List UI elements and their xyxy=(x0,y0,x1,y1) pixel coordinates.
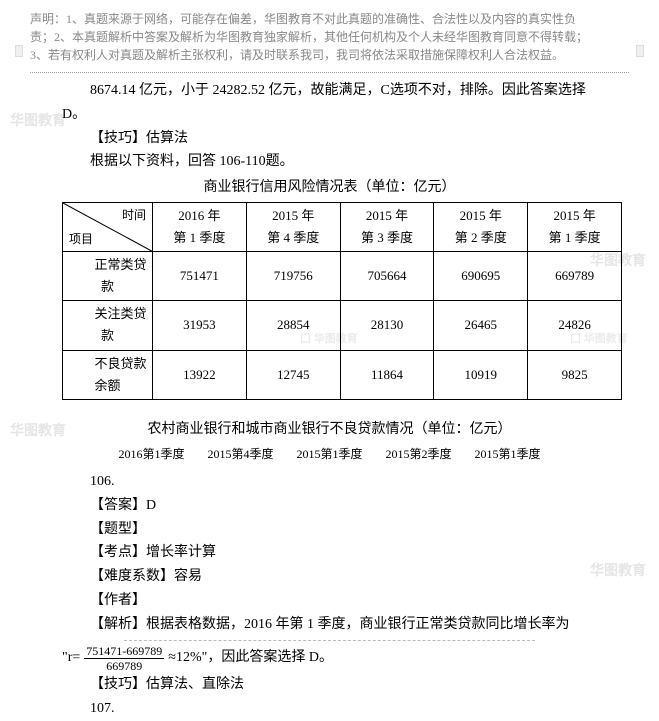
cell: 28854 xyxy=(246,301,340,350)
question-number: 107. xyxy=(62,697,597,721)
cell: 10919 xyxy=(434,350,528,399)
disclaimer-line: 声明：1、真题来源于网络，可能存在偏差，华图教育不对此真题的准确性、合法性以及内… xyxy=(30,10,629,28)
skill-line: 【技巧】估算法、直除法 xyxy=(62,673,597,697)
table-row: 关注类贷款 31953 28854 28130 26465 24826 xyxy=(63,301,622,350)
risk-table: 时间 项目 2016 年第 1 季度 2015 年第 4 季度 2015 年第 … xyxy=(62,202,622,400)
col-header: 2015 年第 3 季度 xyxy=(340,202,434,251)
col-header: 2016 年第 1 季度 xyxy=(153,202,247,251)
cell: 751471 xyxy=(153,252,247,301)
point-line: 【考点】增长率计算 xyxy=(62,541,597,565)
body-text: 【技巧】估算法 xyxy=(62,127,597,151)
col-header: 2015 年第 2 季度 xyxy=(434,202,528,251)
formula-suffix: ，因此答案选择 D。 xyxy=(207,646,333,670)
body-text: 8674.14 亿元，小于 24282.52 亿元，故能满足，C选项不对，排除。… xyxy=(62,79,597,127)
cell: 26465 xyxy=(434,301,528,350)
formula-prefix: "r= xyxy=(62,646,80,670)
row-label: 正常类贷款 xyxy=(63,252,153,301)
cell: 719756 xyxy=(246,252,340,301)
diag-bot-label: 项目 xyxy=(69,229,93,249)
formula-approx: ≈12%" xyxy=(168,646,207,670)
question-number: 106. xyxy=(62,470,597,494)
diag-header-cell: 时间 项目 xyxy=(63,202,153,251)
col-header: 2015 年第 1 季度 xyxy=(528,202,622,251)
difficulty-line: 【难度系数】容易 xyxy=(62,565,597,589)
cell: 13922 xyxy=(153,350,247,399)
type-line: 【题型】 xyxy=(62,518,597,542)
table-header-row: 时间 项目 2016 年第 1 季度 2015 年第 4 季度 2015 年第 … xyxy=(63,202,622,251)
cell: 9825 xyxy=(528,350,622,399)
fraction: 751471-669789 669789 xyxy=(84,644,164,674)
cell: 690695 xyxy=(434,252,528,301)
denominator: 669789 xyxy=(104,659,144,673)
answer-line: 【答案】D xyxy=(62,494,597,518)
cell: 12745 xyxy=(246,350,340,399)
row-label: 关注类贷款 xyxy=(63,301,153,350)
dotted-separator xyxy=(124,640,535,641)
table-row: 正常类贷款 751471 719756 705664 690695 669789 xyxy=(63,252,622,301)
diag-top-label: 时间 xyxy=(122,205,146,225)
table-title: 商业银行信用风险情况表（单位：亿元） xyxy=(62,176,597,200)
cell: 28130 xyxy=(340,301,434,350)
cell: 24826 xyxy=(528,301,622,350)
quarters-header: 2016第1季度 2015第4季度 2015第1季度 2015第2季度 2015… xyxy=(62,444,597,464)
separator xyxy=(30,72,629,73)
analysis-line: 【解析】根据表格数据，2016 年第 1 季度，商业银行正常类贷款同比增长率为 xyxy=(62,613,597,637)
author-line: 【作者】 xyxy=(62,589,597,613)
sub-table-title: 农村商业银行和城市商业银行不良贷款情况（单位：亿元） xyxy=(62,418,597,442)
disclaimer: 声明：1、真题来源于网络，可能存在偏差，华图教育不对此真题的准确性、合法性以及内… xyxy=(0,0,659,70)
cell: 705664 xyxy=(340,252,434,301)
numerator: 751471-669789 xyxy=(84,644,164,659)
row-label: 不良贷款余额 xyxy=(63,350,153,399)
formula-line: "r= 751471-669789 669789 ≈12%" ，因此答案选择 D… xyxy=(62,644,597,674)
disclaimer-line: 3、若有权利人对真题及解析主张权利，请及时联系我司，我司将依法采取措施保障权利人… xyxy=(30,46,629,64)
cell: 669789 xyxy=(528,252,622,301)
disclaimer-line: 责；2、本真题解析中答案及解析为华图教育独家解析，其他任何机构及个人未经华图教育… xyxy=(30,28,629,46)
cell: 31953 xyxy=(153,301,247,350)
cell: 11864 xyxy=(340,350,434,399)
body-text: 根据以下资料，回答 106-110题。 xyxy=(62,150,597,174)
col-header: 2015 年第 4 季度 xyxy=(246,202,340,251)
table-row: 不良贷款余额 13922 12745 11864 10919 9825 xyxy=(63,350,622,399)
